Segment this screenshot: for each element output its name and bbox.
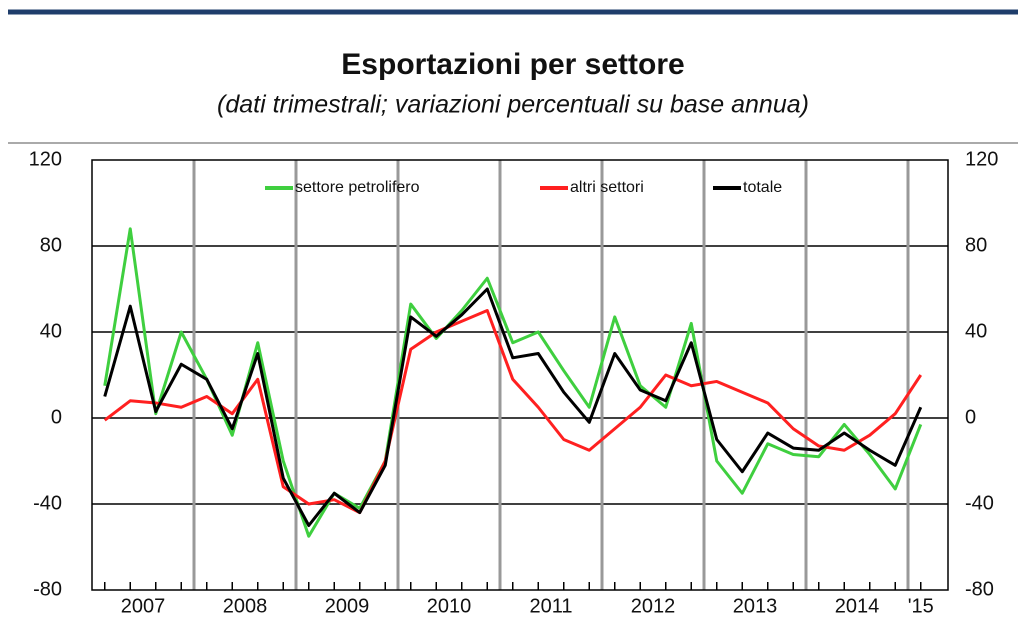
y2-tick-label: -80 xyxy=(965,578,994,600)
x-tick-label: 2009 xyxy=(325,595,370,617)
series-line xyxy=(103,287,923,527)
plot-frame xyxy=(91,159,949,591)
y-tick-label: 80 xyxy=(40,234,62,256)
x-tick-label: 2014 xyxy=(835,595,880,617)
y-tick-label: -80 xyxy=(33,578,62,600)
x-tick-label: '15 xyxy=(908,595,934,617)
legend-label: settore petrolifero xyxy=(295,179,420,196)
y2-tick-label: 40 xyxy=(965,320,987,342)
y-tick-label: -40 xyxy=(33,492,62,514)
y-tick-label: 0 xyxy=(51,406,62,428)
x-tick-label: 2012 xyxy=(631,595,676,617)
x-tick-label: 2007 xyxy=(121,595,166,617)
y2-tick-label: 80 xyxy=(965,234,987,256)
x-tick-label: 2008 xyxy=(223,595,268,617)
y2-tick-label: 120 xyxy=(965,148,998,170)
chart-title: Esportazioni per settore xyxy=(341,48,684,81)
x-tick-label: 2011 xyxy=(529,595,572,617)
x-tick-label: 2013 xyxy=(733,595,778,617)
legend-label: altri settori xyxy=(570,179,644,196)
y2-tick-label: -40 xyxy=(965,492,994,514)
y2-tick-label: 0 xyxy=(965,406,976,428)
x-tick-label: 2010 xyxy=(427,595,472,617)
chart-subtitle: (dati trimestrali; variazioni percentual… xyxy=(217,91,809,119)
y-tick-label: 40 xyxy=(40,320,62,342)
legend-label: totale xyxy=(743,179,782,196)
y-tick-label: 120 xyxy=(29,148,62,170)
